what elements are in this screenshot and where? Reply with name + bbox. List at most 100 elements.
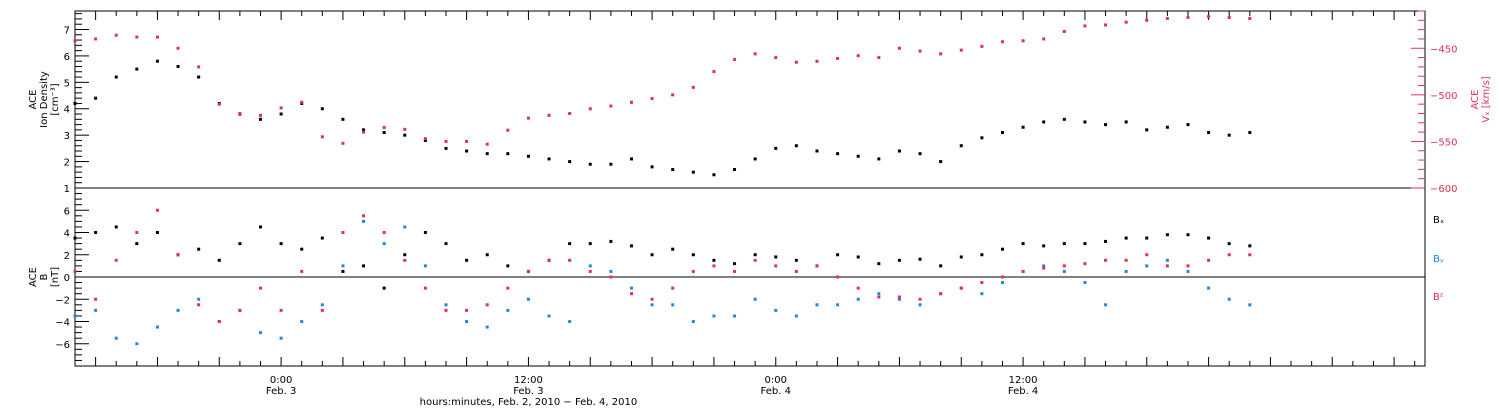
- x-tick-label-date: Feb. 3: [513, 386, 543, 397]
- data-point: [1145, 18, 1149, 22]
- data-point: [465, 320, 469, 323]
- data-points: [73, 15, 1252, 346]
- data-point: [877, 157, 881, 161]
- data-point: [547, 314, 551, 318]
- data-point: [135, 342, 139, 346]
- data-point: [238, 242, 242, 246]
- data-point: [753, 157, 757, 161]
- data-point: [959, 144, 963, 148]
- data-point: [197, 75, 201, 79]
- data-point: [1165, 16, 1169, 20]
- b-axis-title-3: [nT]: [50, 267, 61, 287]
- data-point: [1207, 131, 1211, 135]
- data-point: [485, 142, 489, 146]
- data-point: [671, 93, 675, 97]
- data-point: [444, 139, 448, 143]
- density-tick-label: 4: [64, 105, 70, 116]
- data-point: [980, 281, 984, 285]
- data-point: [609, 239, 613, 243]
- data-point: [465, 149, 469, 153]
- data-point: [259, 286, 262, 290]
- data-point: [279, 308, 283, 312]
- data-point: [877, 295, 881, 299]
- data-point: [939, 292, 943, 296]
- data-point: [588, 162, 592, 166]
- vx-tick-label: −600: [1430, 184, 1457, 195]
- data-point: [176, 46, 180, 50]
- data-point: [1248, 303, 1252, 307]
- data-point: [609, 162, 613, 166]
- data-point: [362, 214, 366, 218]
- data-point: [588, 269, 592, 273]
- data-point: [856, 154, 860, 158]
- data-point: [733, 57, 737, 61]
- data-point: [650, 165, 654, 169]
- data-point: [403, 225, 407, 229]
- data-point: [650, 253, 654, 257]
- data-point: [733, 269, 737, 273]
- data-point: [856, 286, 860, 290]
- data-point: [362, 219, 366, 223]
- data-point: [320, 303, 324, 307]
- data-point: [279, 336, 283, 340]
- data-point: [568, 258, 572, 262]
- data-point: [753, 52, 757, 56]
- data-point: [856, 297, 860, 301]
- data-point: [1248, 131, 1252, 135]
- data-point: [712, 264, 716, 268]
- data-point: [774, 264, 778, 268]
- data-point: [1145, 253, 1149, 257]
- data-point: [774, 56, 778, 60]
- data-point: [1186, 264, 1190, 268]
- data-point: [1062, 269, 1066, 273]
- data-point: [341, 117, 345, 121]
- data-point: [733, 168, 737, 172]
- data-point: [114, 33, 118, 37]
- data-point: [1021, 269, 1025, 273]
- data-point: [712, 314, 716, 318]
- x-tick-label-time: 12:00: [514, 375, 543, 386]
- data-point: [135, 35, 139, 39]
- data-point: [1042, 266, 1046, 270]
- b-tick-label: 6: [64, 206, 70, 217]
- data-point: [465, 258, 469, 262]
- data-point: [774, 255, 778, 259]
- data-point: [753, 297, 757, 301]
- data-point: [197, 247, 201, 251]
- density-axis-title-2: Ion Density: [39, 71, 50, 128]
- data-point: [753, 258, 757, 262]
- data-point: [444, 146, 448, 150]
- data-point: [629, 292, 633, 296]
- data-point: [547, 258, 551, 262]
- data-point: [1124, 236, 1128, 240]
- data-point: [259, 225, 262, 229]
- data-point: [712, 70, 716, 74]
- data-point: [671, 168, 675, 172]
- data-point: [691, 320, 695, 323]
- density-tick-label: 2: [64, 158, 70, 169]
- data-point: [733, 262, 737, 266]
- data-point: [1104, 123, 1108, 127]
- vx-tick-label: −500: [1430, 91, 1457, 102]
- data-point: [568, 242, 572, 246]
- data-point: [176, 64, 180, 68]
- x-tick-label-date: Feb. 4: [1008, 386, 1038, 397]
- b-tick-label: 4: [64, 229, 70, 240]
- x-tick-label-time: 0:00: [765, 375, 787, 386]
- data-point: [691, 85, 695, 89]
- data-point: [526, 297, 530, 301]
- data-point: [403, 127, 407, 131]
- density-tick-label: 5: [64, 78, 70, 89]
- data-point: [609, 275, 613, 279]
- data-point: [980, 44, 984, 48]
- data-point: [1207, 236, 1211, 240]
- data-point: [877, 292, 881, 296]
- data-point: [362, 130, 366, 134]
- data-point: [1021, 242, 1025, 246]
- data-point: [320, 135, 324, 139]
- data-point: [444, 303, 448, 307]
- data-point: [423, 231, 427, 234]
- data-point: [238, 308, 242, 312]
- data-point: [73, 236, 77, 240]
